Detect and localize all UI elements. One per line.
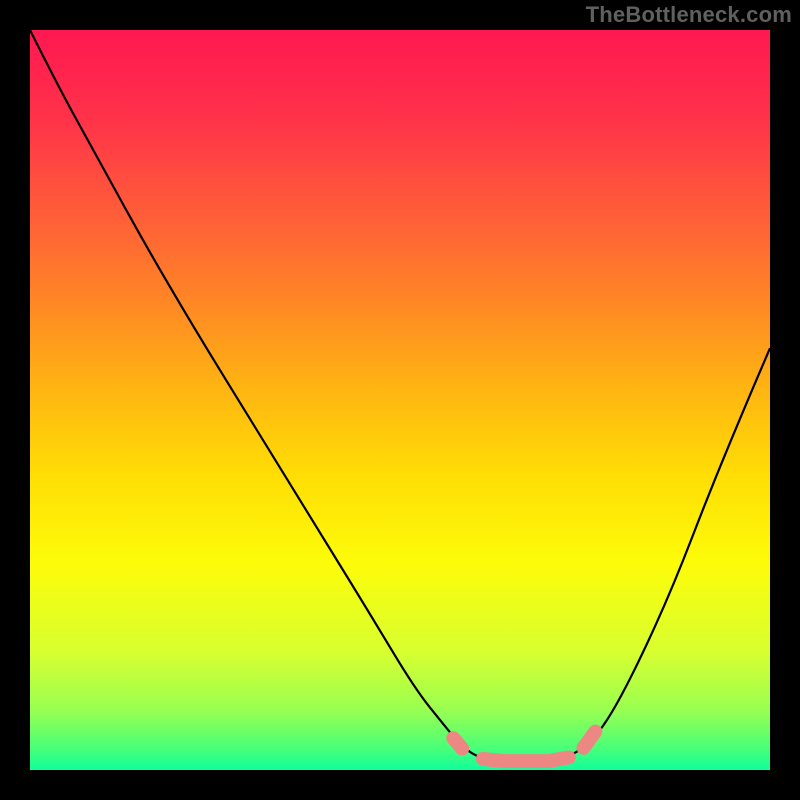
watermark-text: TheBottleneck.com	[586, 2, 792, 28]
plot-gradient-background	[30, 30, 770, 770]
marker-segment	[453, 738, 462, 748]
marker-segment	[548, 757, 569, 761]
chart-svg	[0, 0, 800, 800]
bottleneck-chart: TheBottleneck.com	[0, 0, 800, 800]
marker-segment	[584, 732, 596, 748]
